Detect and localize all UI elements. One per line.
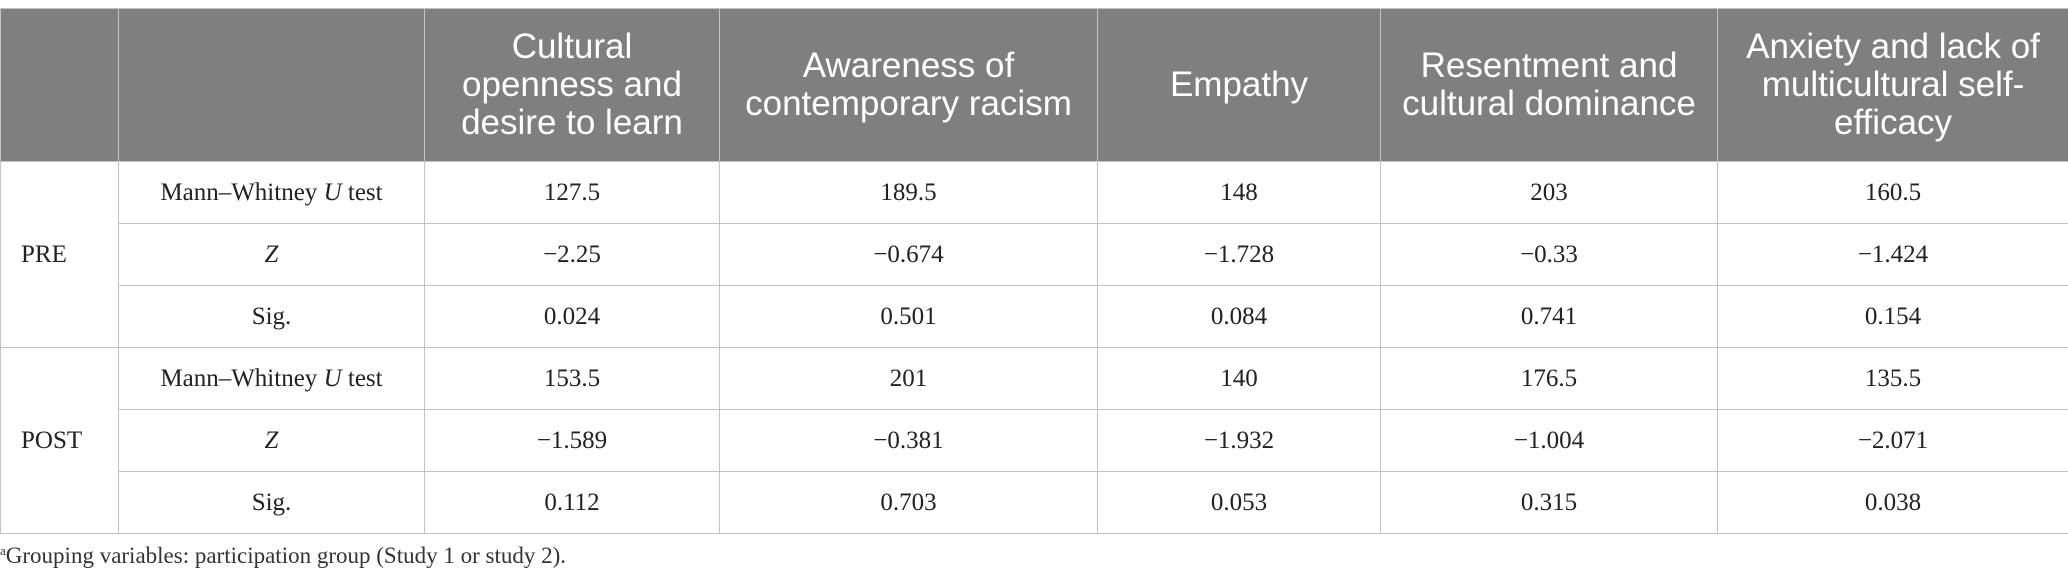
- table-cell: 0.501: [719, 285, 1098, 348]
- statistic-label: Mann–Whitney U test: [118, 161, 425, 224]
- table-cell: −1.932: [1097, 409, 1381, 472]
- table-cell: −0.33: [1380, 223, 1718, 286]
- statistic-label-part: Sig.: [251, 488, 292, 516]
- table-row: Sig. 0.024 0.501 0.084 0.741 0.154: [1, 285, 2068, 348]
- table-cell: 189.5: [719, 161, 1098, 224]
- statistic-label-part: U: [323, 364, 342, 392]
- statistic-label-part: Z: [264, 426, 279, 454]
- footnote-marker: a: [0, 543, 6, 558]
- table-cell: 140: [1097, 347, 1381, 410]
- table-cell: 0.038: [1717, 471, 2068, 534]
- table-cell: −2.25: [424, 223, 720, 286]
- table-row: Z −1.589 −0.381 −1.932 −1.004 −2.071: [1, 409, 2068, 472]
- header-cell-resentment: Resentment and cultural dominance: [1380, 8, 1718, 162]
- header-cell-statistic: [118, 8, 425, 162]
- group-label: PRE: [0, 161, 119, 348]
- statistic-label-part: test: [341, 364, 383, 392]
- table-cell: 127.5: [424, 161, 720, 224]
- table-cell: −0.674: [719, 223, 1098, 286]
- table-row: Z −2.25 −0.674 −1.728 −0.33 −1.424: [1, 223, 2068, 286]
- table-cell: 201: [719, 347, 1098, 410]
- table-cell: 176.5: [1380, 347, 1718, 410]
- table-cell: 0.703: [719, 471, 1098, 534]
- table-cell: −1.728: [1097, 223, 1381, 286]
- table-header: Cultural openness and desire to learn Aw…: [0, 8, 2068, 162]
- table-row: Sig. 0.112 0.703 0.053 0.315 0.038: [1, 471, 2068, 534]
- table-cell: 0.154: [1717, 285, 2068, 348]
- statistic-label-part: U: [323, 178, 342, 206]
- statistic-label-part: Z: [264, 240, 279, 268]
- table-row: POST Mann–Whitney U test 153.5 201 140 176.5 1…: [0, 347, 2068, 534]
- header-cell-group: [0, 8, 119, 162]
- table-cell: −2.071: [1717, 409, 2068, 472]
- table-cell: 203: [1380, 161, 1718, 224]
- statistic-label: Z: [118, 223, 425, 286]
- header-cell-awareness-racism: Awareness of contemporary racism: [719, 8, 1098, 162]
- statistic-label-part: Sig.: [251, 302, 292, 330]
- table-cell: 135.5: [1717, 347, 2068, 410]
- footnote-text: Grouping variables: participation group …: [5, 543, 566, 568]
- statistic-label: Sig.: [118, 285, 425, 348]
- table-footnote: aGrouping variables: participation group…: [0, 543, 566, 569]
- table-cell: 0.741: [1380, 285, 1718, 348]
- group-label: POST: [0, 347, 119, 534]
- header-row: Cultural openness and desire to learn Aw…: [0, 8, 2068, 162]
- statistic-label-part: test: [341, 178, 383, 206]
- table-cell: −1.424: [1717, 223, 2068, 286]
- header-cell-anxiety: Anxiety and lack of multicultural self-e…: [1717, 8, 2068, 162]
- table-cell: 153.5: [424, 347, 720, 410]
- table-cell: −1.004: [1380, 409, 1718, 472]
- header-cell-cultural-openness: Cultural openness and desire to learn: [424, 8, 720, 162]
- statistic-label: Z: [118, 409, 425, 472]
- table-cell: −1.589: [424, 409, 720, 472]
- table-cell: 0.315: [1380, 471, 1718, 534]
- table-cell: 0.084: [1097, 285, 1381, 348]
- header-cell-empathy: Empathy: [1097, 8, 1381, 162]
- table-cell: 148: [1097, 161, 1381, 224]
- table-cell: 0.024: [424, 285, 720, 348]
- statistic-label: Sig.: [118, 471, 425, 534]
- table-cell: 160.5: [1717, 161, 2068, 224]
- table-cell: 0.112: [424, 471, 720, 534]
- table-body: PRE Mann–Whitney U test 127.5 189.5 148 203 16…: [0, 161, 2068, 534]
- statistic-label-part: Mann–Whitney: [160, 178, 324, 206]
- table-row: PRE Mann–Whitney U test 127.5 189.5 148 203 16…: [0, 161, 2068, 348]
- statistic-label-part: Mann–Whitney: [160, 364, 324, 392]
- table-cell: 0.053: [1097, 471, 1381, 534]
- results-table: Cultural openness and desire to learn Aw…: [0, 8, 2068, 534]
- statistic-label: Mann–Whitney U test: [118, 347, 425, 410]
- table-cell: −0.381: [719, 409, 1098, 472]
